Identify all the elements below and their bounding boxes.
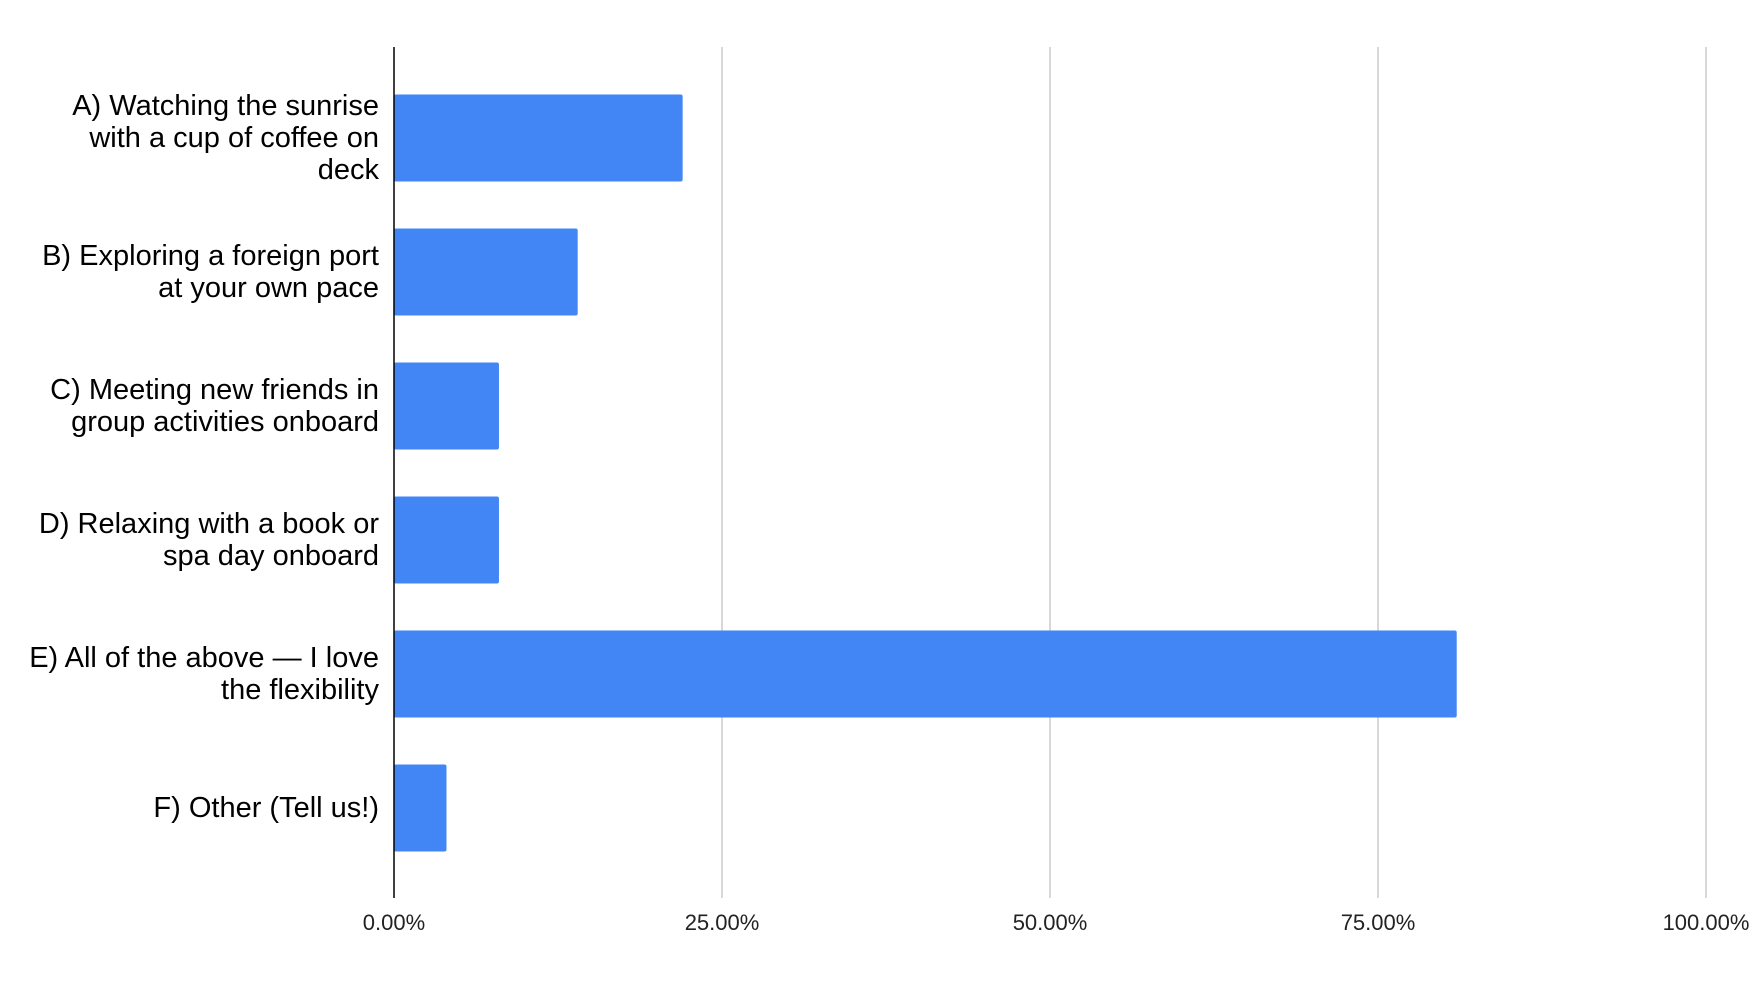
bar	[394, 764, 447, 852]
bar	[394, 362, 499, 450]
y-tick-label: B) Exploring a foreign port at your own …	[42, 240, 379, 304]
x-tick-label: 25.00%	[685, 910, 760, 935]
bar	[394, 94, 683, 182]
x-tick-label: 75.00%	[1341, 910, 1416, 935]
y-tick-label: D) Relaxing with a book or spa day onboa…	[38, 508, 379, 572]
bar	[394, 228, 578, 316]
x-tick-label: 100.00%	[1663, 910, 1750, 935]
y-tick-label: A) Watching the sunrise with a cup of co…	[72, 90, 379, 186]
y-tick-label: E) All of the above — I love the flexibi…	[29, 642, 379, 706]
bar	[394, 630, 1457, 718]
bar	[394, 496, 499, 584]
x-tick-label: 0.00%	[363, 910, 425, 935]
y-tick-label: F) Other (Tell us!)	[153, 792, 379, 824]
y-tick-label: C) Meeting new friends in group activiti…	[50, 374, 379, 438]
x-tick-label: 50.00%	[1013, 910, 1088, 935]
